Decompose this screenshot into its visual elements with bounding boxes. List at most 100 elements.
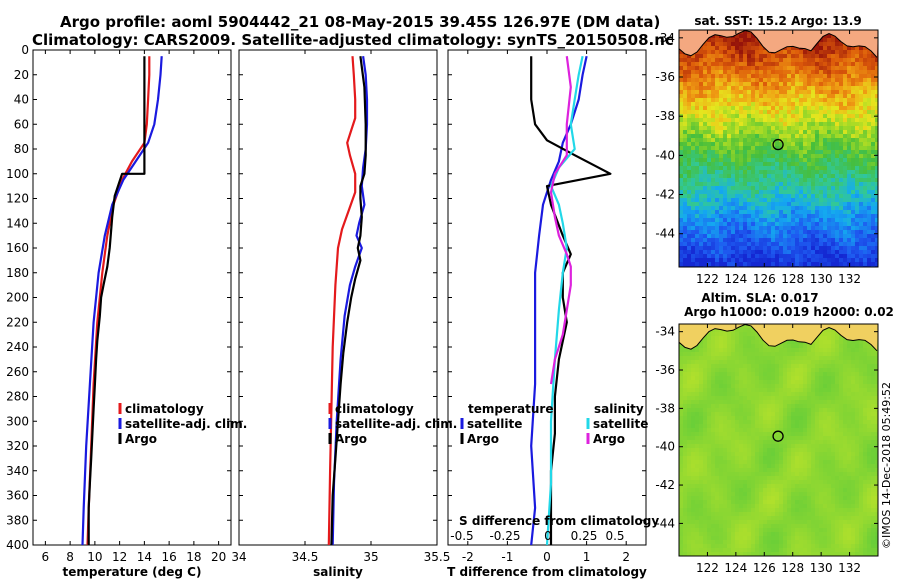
map-cell — [739, 226, 744, 231]
map-cell — [711, 444, 716, 449]
map-cell — [875, 206, 878, 211]
map-cell — [711, 258, 716, 263]
map-cell — [807, 460, 812, 465]
map-cell — [695, 122, 700, 127]
map-cell — [799, 66, 804, 71]
map-cell — [799, 82, 804, 87]
map-cell — [755, 368, 760, 373]
map-cell — [679, 122, 684, 127]
map-cell — [743, 218, 748, 223]
map-cell — [847, 250, 852, 255]
map-cell — [703, 384, 708, 389]
map-cell — [815, 384, 820, 389]
map-cell — [799, 392, 804, 397]
map-cell — [695, 58, 700, 63]
map-cell — [723, 118, 728, 123]
map-cell — [871, 94, 876, 99]
map-cell — [739, 412, 744, 417]
map-cell — [719, 436, 724, 441]
map-cell — [711, 114, 716, 119]
map-cell — [739, 380, 744, 385]
map-cell — [867, 62, 872, 67]
map-cell — [727, 70, 732, 75]
map-cell — [723, 70, 728, 75]
map-cell — [839, 404, 844, 409]
map-cell — [783, 158, 788, 163]
map-cell — [843, 58, 848, 63]
map-cell — [679, 66, 684, 71]
map-cell — [691, 356, 696, 361]
map-cell — [771, 384, 776, 389]
map-cell — [759, 82, 764, 87]
map-cell — [763, 440, 768, 445]
map-cell — [739, 70, 744, 75]
map-cell — [763, 352, 768, 357]
map-cell — [715, 368, 720, 373]
map-cell — [799, 440, 804, 445]
map-cell — [855, 190, 860, 195]
map-cell — [795, 460, 800, 465]
map-cell — [683, 66, 688, 71]
map-cell — [803, 464, 808, 469]
map-cell — [835, 376, 840, 381]
map-cell — [859, 376, 864, 381]
map-cell — [807, 134, 812, 139]
map-cell — [687, 226, 692, 231]
map-cell — [855, 344, 860, 349]
map-cell — [751, 194, 756, 199]
map-cell — [743, 222, 748, 227]
map-cell — [679, 214, 684, 219]
map-cell — [707, 396, 712, 401]
map-cell — [735, 222, 740, 227]
map-cell — [819, 380, 824, 385]
map-cell — [791, 250, 796, 255]
map-cell — [755, 106, 760, 111]
map-cell — [759, 182, 764, 187]
map-cell — [739, 234, 744, 239]
map-cell — [823, 440, 828, 445]
map-cell — [703, 420, 708, 425]
map-cell — [847, 178, 852, 183]
map-cell — [783, 150, 788, 155]
map-cell — [783, 380, 788, 385]
map-cell — [739, 404, 744, 409]
map-cell — [851, 210, 856, 215]
map-cell — [723, 448, 728, 453]
map-cell — [839, 460, 844, 465]
map-cell — [711, 190, 716, 195]
map-cell — [795, 182, 800, 187]
map-cell — [751, 154, 756, 159]
map-cell — [767, 126, 772, 131]
map-cell — [715, 328, 720, 333]
map-cell — [847, 234, 852, 239]
map-cell — [691, 432, 696, 437]
map-cell — [719, 254, 724, 259]
map-cell — [847, 424, 852, 429]
map-cell — [803, 190, 808, 195]
map-cell — [735, 158, 740, 163]
map-cell — [811, 62, 816, 67]
map-cell — [827, 420, 832, 425]
map-cell — [687, 360, 692, 365]
map-cell — [719, 242, 724, 247]
map-cell — [723, 372, 728, 377]
map-cell — [679, 376, 684, 381]
map-cell — [855, 432, 860, 437]
map-cell — [795, 368, 800, 373]
map-cell — [835, 142, 840, 147]
map-cell — [715, 230, 720, 235]
map-cell — [763, 206, 768, 211]
map-cell — [727, 130, 732, 135]
map-cell — [723, 94, 728, 99]
map-cell — [803, 356, 808, 361]
map-cell — [743, 174, 748, 179]
map-cell — [699, 448, 704, 453]
map-cell — [851, 226, 856, 231]
map-cell — [827, 138, 832, 143]
map-cell — [751, 230, 756, 235]
map-cell — [863, 78, 868, 83]
map-cell — [695, 74, 700, 79]
map-cell — [739, 158, 744, 163]
series-line-temperature-argo — [530, 56, 612, 545]
map-cell — [783, 90, 788, 95]
